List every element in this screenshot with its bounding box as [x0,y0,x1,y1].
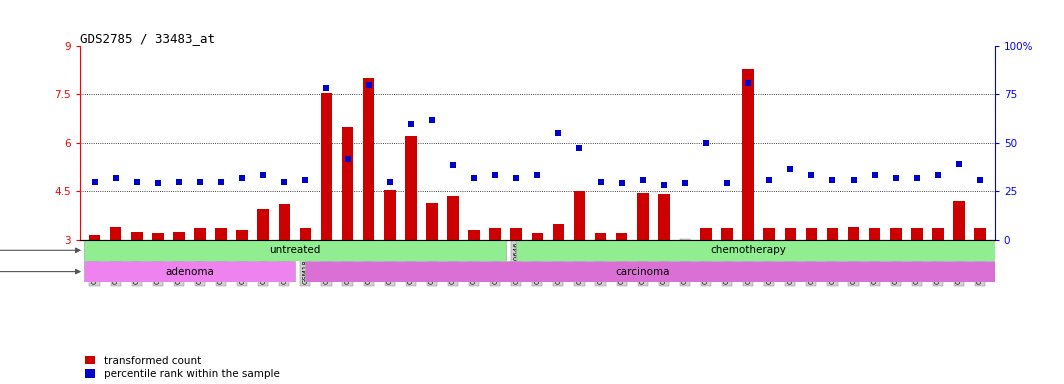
Bar [869,228,880,240]
Bar [848,227,860,240]
Point [571,145,588,151]
Point [655,182,672,188]
Point [761,177,778,183]
Point [486,172,503,178]
Point [550,130,567,136]
Bar [595,233,606,240]
Point [339,156,356,162]
Point [613,180,630,186]
Bar [827,228,838,240]
Point [803,172,820,178]
Point [971,177,988,183]
Bar [257,209,269,240]
Point [192,179,209,185]
Point [698,140,715,146]
Point [845,177,862,183]
Bar [616,233,628,240]
Point [782,166,799,172]
Point [634,177,651,183]
Bar [447,196,459,240]
Point [402,121,419,127]
Bar [658,194,669,240]
FancyBboxPatch shape [84,240,505,260]
Bar [194,228,205,240]
Bar [552,223,564,240]
Point [170,179,187,185]
Point [739,80,757,86]
Point [254,172,271,178]
Bar [890,228,901,240]
Point [213,179,230,185]
Point [423,117,440,123]
Bar [110,227,121,240]
Bar [426,202,437,240]
Bar [300,228,311,240]
Bar [743,69,754,240]
Point [677,180,694,186]
Bar [975,228,986,240]
Bar [637,193,649,240]
Point [929,172,946,178]
Text: adenoma: adenoma [165,266,214,276]
Bar [573,191,585,240]
Point [529,172,546,178]
Bar [405,136,417,240]
FancyBboxPatch shape [84,262,295,282]
Point [718,180,735,186]
Bar [489,228,501,240]
Point [318,85,335,91]
Point [909,175,926,181]
Bar [320,93,332,240]
FancyBboxPatch shape [516,240,1001,260]
Point [234,175,251,181]
Point [297,177,314,183]
Legend: transformed count, percentile rank within the sample: transformed count, percentile rank withi… [85,356,280,379]
Text: chemotherapy: chemotherapy [711,245,786,255]
Text: GDS2785 / 33483_at: GDS2785 / 33483_at [80,32,215,45]
Text: untreated: untreated [269,245,320,255]
Bar [511,228,522,240]
Bar [532,233,543,240]
Point [445,162,462,169]
Point [508,175,525,181]
Bar [911,228,922,240]
Point [86,179,103,185]
Bar [173,232,185,240]
FancyBboxPatch shape [305,262,1001,282]
Bar [953,201,965,240]
Bar [236,230,248,240]
Bar [764,228,775,240]
Point [360,82,377,88]
Bar [88,235,100,240]
Bar [468,230,480,240]
Point [149,180,166,186]
Bar [279,204,290,240]
Bar [363,78,375,240]
Text: protocol: protocol [0,245,80,255]
Point [866,172,883,178]
Bar [932,228,944,240]
Bar [384,190,396,240]
Bar [721,228,733,240]
Bar [152,233,164,240]
Bar [700,228,712,240]
Point [824,177,841,183]
Bar [342,127,353,240]
Point [276,179,293,185]
Bar [784,228,796,240]
Point [107,175,124,181]
Point [129,179,146,185]
Point [887,175,904,181]
Bar [215,228,227,240]
Point [466,175,483,181]
Bar [131,232,143,240]
Point [381,179,398,185]
Point [592,179,609,185]
Text: disease state: disease state [0,266,80,276]
Text: carcinoma: carcinoma [615,266,670,276]
Point [950,161,967,167]
Bar [805,228,817,240]
